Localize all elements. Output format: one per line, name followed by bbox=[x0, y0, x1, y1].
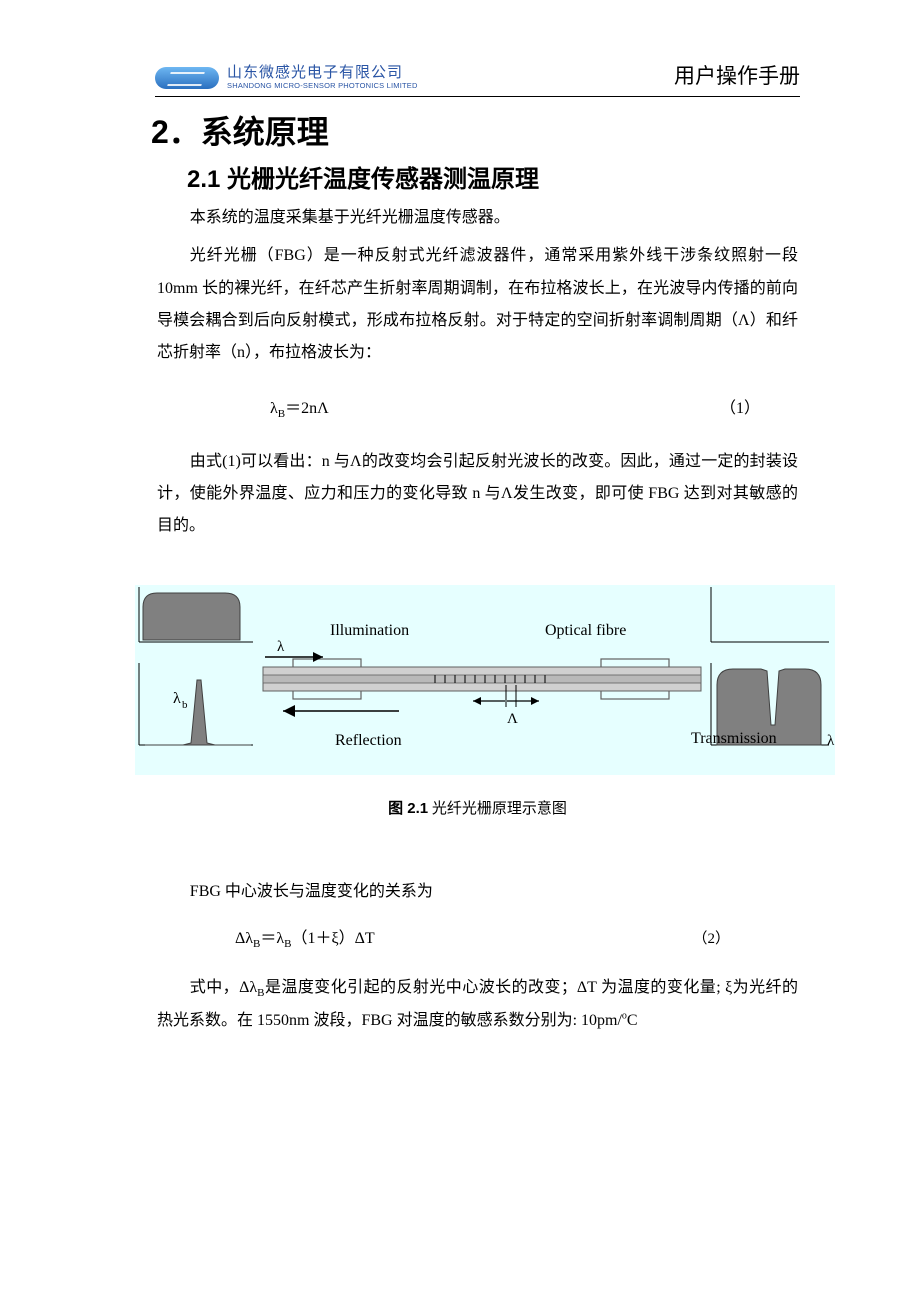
svg-text:λ: λ bbox=[827, 733, 835, 749]
label-illumination: Illumination bbox=[330, 622, 409, 639]
para-5: 式中，ΔλB是温度变化引起的反射光中心波长的改变；ΔT 为温度的变化量; ξ为光… bbox=[157, 972, 798, 1037]
manual-title: 用户操作手册 bbox=[674, 60, 800, 90]
para-2: 光纤光栅（FBG）是一种反射式光纤滤波器件，通常采用紫外线干涉条纹照射一段 10… bbox=[157, 240, 798, 369]
svg-text:λ: λ bbox=[173, 690, 181, 707]
svg-text:Λ: Λ bbox=[507, 711, 518, 727]
equation-2-number: （2） bbox=[692, 927, 730, 948]
fbg-diagram: λ b λ bbox=[135, 585, 835, 775]
equation-1-formula: λB＝2nΛ bbox=[270, 394, 329, 420]
equation-1-number: （1） bbox=[720, 394, 760, 418]
figure-caption: 图 2.1 光纤光栅原理示意图 bbox=[135, 797, 820, 818]
svg-text:b: b bbox=[182, 699, 188, 711]
label-reflection: Reflection bbox=[335, 732, 402, 749]
heading-2: 2.1 光栅光纤温度传感器测温原理 bbox=[187, 159, 800, 194]
logo-mark-icon bbox=[155, 67, 219, 89]
label-optical-fibre: Optical fibre bbox=[545, 622, 626, 639]
equation-1: λB＝2nΛ （1） bbox=[155, 394, 800, 420]
logo-company-cn: 山东微感光电子有限公司 bbox=[227, 66, 418, 82]
figure-2-1: λ b λ bbox=[135, 585, 820, 818]
logo-company-en: SHANDONG MICRO-SENSOR PHOTONICS LIMITED bbox=[227, 82, 418, 90]
page-header: 山东微感光电子有限公司 SHANDONG MICRO-SENSOR PHOTON… bbox=[155, 60, 800, 90]
figure-caption-text: 光纤光栅原理示意图 bbox=[428, 801, 567, 817]
svg-text:λ: λ bbox=[277, 639, 285, 655]
equation-2-formula: ΔλB＝λB（1＋ξ）ΔT bbox=[235, 924, 375, 950]
header-divider bbox=[155, 96, 800, 97]
company-logo: 山东微感光电子有限公司 SHANDONG MICRO-SENSOR PHOTON… bbox=[155, 66, 418, 90]
equation-2: ΔλB＝λB（1＋ξ）ΔT （2） bbox=[155, 924, 800, 950]
para-1: 本系统的温度采集基于光纤光栅温度传感器。 bbox=[157, 202, 798, 234]
heading-1: 2．系统原理 bbox=[151, 107, 800, 153]
figure-caption-num: 图 2.1 bbox=[388, 800, 428, 817]
label-transmission: Transmission bbox=[691, 730, 777, 747]
para-3: 由式(1)可以看出：n 与Λ的改变均会引起反射光波长的改变。因此，通过一定的封装… bbox=[157, 446, 798, 543]
para-4: FBG 中心波长与温度变化的关系为 bbox=[157, 876, 798, 908]
